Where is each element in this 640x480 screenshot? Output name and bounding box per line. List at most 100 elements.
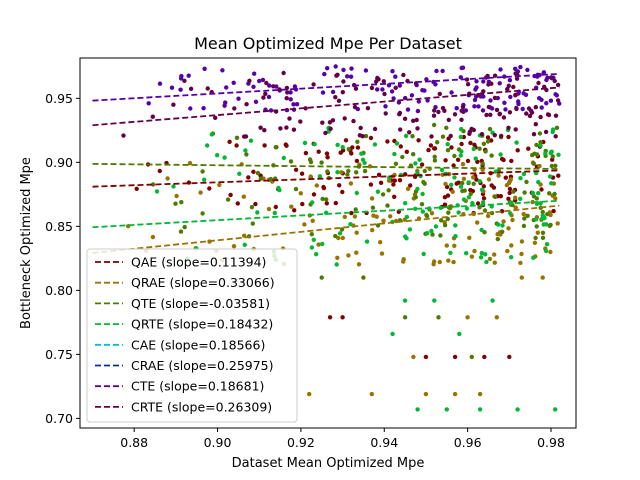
scatter-point: [271, 84, 276, 89]
scatter-point: [320, 90, 326, 95]
scatter-point: [503, 175, 508, 180]
scatter-point: [446, 210, 451, 215]
scatter-point: [405, 107, 411, 112]
scatter-point: [251, 169, 256, 174]
scatter-point: [422, 88, 427, 93]
scatter-point: [391, 96, 396, 101]
scatter-point: [201, 106, 206, 111]
y-tick-label: 0.95: [45, 91, 73, 106]
scatter-point: [415, 126, 420, 131]
scatter-point: [324, 201, 329, 206]
scatter-point: [420, 209, 425, 214]
scatter-point: [349, 66, 354, 71]
scatter-point: [157, 168, 162, 174]
scatter-point: [339, 170, 344, 175]
scatter-point: [231, 244, 237, 249]
scatter-point: [485, 213, 491, 219]
scatter-point: [358, 125, 363, 131]
scatter-point: [311, 82, 316, 87]
scatter-point: [448, 133, 453, 139]
scatter-point: [292, 208, 297, 213]
scatter-point: [485, 135, 491, 140]
scatter-point: [505, 248, 510, 254]
scatter-point: [266, 94, 272, 100]
scatter-point: [440, 134, 446, 139]
scatter-point: [461, 109, 466, 115]
scatter-point: [458, 75, 463, 80]
scatter-point: [258, 125, 263, 130]
scatter-point: [423, 354, 429, 360]
scatter-point: [272, 210, 277, 216]
scatter-point: [508, 177, 513, 182]
scatter-point: [507, 110, 513, 115]
scatter-point: [244, 152, 249, 157]
scatter-point: [375, 87, 380, 92]
scatter-point: [481, 196, 487, 201]
scatter-point: [442, 223, 448, 228]
scatter-point: [507, 190, 512, 196]
legend-entry: CRAE (slope=0.25975): [131, 358, 274, 373]
scatter-point: [449, 145, 454, 150]
scatter-point: [472, 248, 477, 254]
scatter-point: [488, 112, 493, 118]
scatter-point: [501, 219, 506, 224]
scatter-point: [460, 162, 466, 167]
scatter-point: [513, 127, 518, 132]
scatter-point: [368, 182, 374, 187]
scatter-point: [495, 236, 500, 242]
scatter-point: [554, 93, 559, 98]
scatter-point: [500, 223, 505, 228]
scatter-point: [336, 98, 342, 104]
scatter-point: [444, 243, 449, 248]
scatter-point: [452, 391, 458, 397]
scatter-point: [540, 235, 546, 240]
scatter-point: [234, 135, 240, 140]
scatter-point: [392, 194, 397, 199]
scatter-point: [312, 142, 317, 147]
scatter-point: [506, 226, 511, 231]
scatter-point: [555, 98, 561, 103]
scatter-point: [498, 67, 503, 72]
scatter-point: [514, 106, 519, 112]
scatter-point: [267, 83, 272, 88]
scatter-point: [325, 66, 330, 71]
scatter-point: [468, 140, 473, 146]
scatter-point: [549, 163, 554, 169]
scatter-point: [547, 191, 552, 196]
scatter-point: [383, 111, 388, 116]
scatter-point: [510, 217, 515, 223]
legend-entry: QTE (slope=-0.03581): [131, 296, 270, 311]
scatter-point: [492, 133, 497, 138]
scatter-point: [481, 89, 486, 94]
scatter-point: [337, 183, 342, 188]
scatter-point: [461, 176, 467, 181]
scatter-point: [202, 66, 207, 72]
scatter-point: [413, 161, 418, 166]
scatter-point: [401, 72, 406, 78]
scatter-point: [487, 126, 493, 132]
scatter-point: [481, 184, 486, 189]
scatter-point: [400, 154, 405, 160]
legend-entry: QRTE (slope=0.18432): [131, 317, 273, 332]
scatter-point: [287, 116, 292, 121]
scatter-point: [513, 195, 518, 200]
scatter-point: [543, 129, 549, 135]
scatter-point: [454, 106, 459, 111]
scatter-point: [374, 214, 379, 219]
scatter-point: [362, 168, 368, 174]
scatter-point: [213, 115, 218, 121]
scatter-point: [471, 127, 476, 133]
scatter-point: [393, 161, 399, 166]
scatter-point: [425, 231, 430, 236]
scatter-point: [497, 111, 502, 117]
scatter-point: [473, 156, 478, 161]
scatter-point: [470, 201, 475, 206]
scatter-point: [225, 197, 231, 202]
scatter-point: [492, 73, 498, 78]
scatter-point: [543, 248, 549, 254]
scatter-point: [553, 196, 558, 201]
scatter-point: [339, 227, 345, 232]
scatter-point: [507, 186, 513, 192]
scatter-point: [386, 188, 391, 193]
scatter-point: [437, 91, 442, 97]
